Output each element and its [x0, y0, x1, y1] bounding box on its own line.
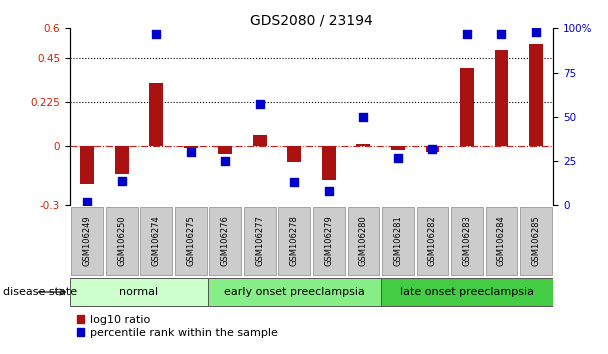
- Point: [531, 29, 541, 35]
- Text: normal: normal: [119, 287, 159, 297]
- Point: [462, 31, 472, 36]
- Text: disease state: disease state: [3, 287, 77, 297]
- Bar: [218, 146, 232, 154]
- Point: [427, 146, 437, 152]
- Bar: [253, 135, 267, 146]
- Text: GSM106249: GSM106249: [83, 215, 92, 266]
- Point: [359, 114, 368, 120]
- FancyBboxPatch shape: [209, 207, 241, 275]
- Point: [393, 155, 402, 160]
- Bar: [150, 84, 163, 146]
- Text: GSM106279: GSM106279: [324, 215, 333, 266]
- Text: GSM106276: GSM106276: [221, 215, 230, 266]
- FancyBboxPatch shape: [70, 278, 208, 306]
- FancyBboxPatch shape: [520, 207, 552, 275]
- Title: GDS2080 / 23194: GDS2080 / 23194: [250, 13, 373, 27]
- Point: [497, 31, 506, 36]
- Point: [82, 199, 92, 205]
- Point: [151, 31, 161, 36]
- Point: [324, 188, 334, 194]
- FancyBboxPatch shape: [278, 207, 310, 275]
- FancyBboxPatch shape: [106, 207, 137, 275]
- Bar: [288, 146, 301, 162]
- Bar: [322, 146, 336, 180]
- Text: GSM106274: GSM106274: [152, 215, 161, 266]
- Legend: log10 ratio, percentile rank within the sample: log10 ratio, percentile rank within the …: [75, 314, 279, 339]
- Bar: [426, 146, 440, 152]
- Point: [186, 149, 196, 155]
- Bar: [460, 68, 474, 146]
- Text: GSM106282: GSM106282: [428, 215, 437, 266]
- Bar: [356, 144, 370, 146]
- FancyBboxPatch shape: [244, 207, 275, 275]
- Text: late onset preeclampsia: late onset preeclampsia: [400, 287, 534, 297]
- Point: [221, 158, 230, 164]
- Bar: [391, 146, 405, 150]
- FancyBboxPatch shape: [175, 207, 207, 275]
- Text: GSM106277: GSM106277: [255, 215, 264, 266]
- Text: GSM106278: GSM106278: [290, 215, 299, 266]
- FancyBboxPatch shape: [381, 278, 553, 306]
- Text: GSM106284: GSM106284: [497, 215, 506, 266]
- Text: GSM106250: GSM106250: [117, 215, 126, 266]
- FancyBboxPatch shape: [140, 207, 172, 275]
- FancyBboxPatch shape: [382, 207, 414, 275]
- FancyBboxPatch shape: [313, 207, 345, 275]
- Point: [117, 178, 126, 183]
- Bar: [529, 44, 543, 146]
- Text: GSM106281: GSM106281: [393, 215, 402, 266]
- FancyBboxPatch shape: [71, 207, 103, 275]
- Text: GSM106280: GSM106280: [359, 215, 368, 266]
- Bar: [115, 146, 129, 174]
- Text: early onset preeclampsia: early onset preeclampsia: [224, 287, 365, 297]
- Bar: [494, 50, 508, 146]
- Text: GSM106283: GSM106283: [463, 215, 471, 266]
- Bar: [80, 146, 94, 184]
- Bar: [184, 146, 198, 148]
- FancyBboxPatch shape: [416, 207, 448, 275]
- Point: [289, 179, 299, 185]
- Point: [255, 102, 264, 107]
- Text: GSM106275: GSM106275: [186, 215, 195, 266]
- FancyBboxPatch shape: [451, 207, 483, 275]
- Text: GSM106285: GSM106285: [531, 215, 541, 266]
- FancyBboxPatch shape: [348, 207, 379, 275]
- FancyBboxPatch shape: [208, 278, 381, 306]
- FancyBboxPatch shape: [486, 207, 517, 275]
